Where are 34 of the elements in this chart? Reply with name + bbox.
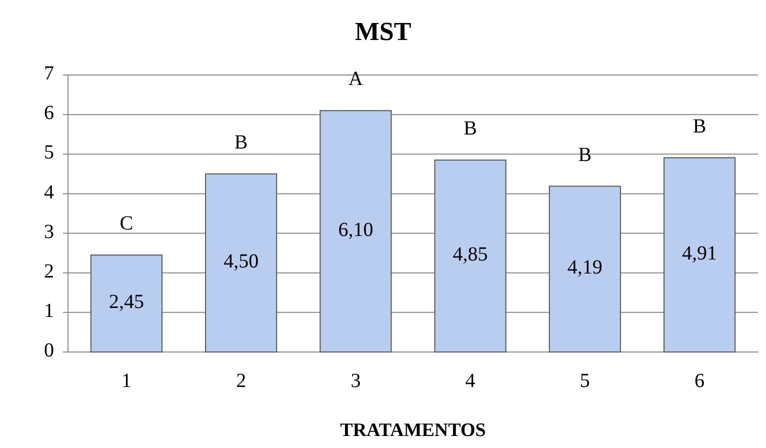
x-tick-label: 4 [465,370,476,392]
x-tick-label: 1 [121,370,132,392]
y-tick-label: 5 [44,142,54,164]
bar [320,110,392,352]
y-tick-label: 1 [44,300,54,322]
data-label: 4,85 [452,244,488,266]
bar [434,160,506,352]
x-tick-label: 2 [236,370,246,392]
annotation: B [692,115,706,138]
y-tick-label: 0 [44,340,54,362]
x-tick-label: 5 [580,370,590,392]
annotation: B [234,132,248,154]
data-label: 4,91 [682,242,718,264]
data-label: 6,10 [338,218,374,241]
x-axis-title: TRATAMENTOS [340,420,486,441]
y-tick-label: 2 [44,260,54,282]
bar [664,157,736,352]
bar [90,254,162,352]
annotation: B [464,118,477,140]
annotation: A [348,68,364,90]
y-tick-label: 6 [44,102,54,124]
y-tick-label: 7 [44,62,54,85]
bar [548,186,621,352]
data-label: 4,50 [224,250,259,273]
chart-title: MST [354,17,412,46]
x-tick-label: 6 [694,370,705,392]
bar [205,173,278,352]
data-label: 2,45 [108,291,144,314]
y-tick-label: 3 [44,220,54,243]
x-tick-label: 3 [350,370,361,392]
annotation: C [120,212,134,235]
y-tick-label: 4 [44,181,54,204]
annotation: B [578,144,592,166]
data-label: 4,19 [567,256,602,279]
